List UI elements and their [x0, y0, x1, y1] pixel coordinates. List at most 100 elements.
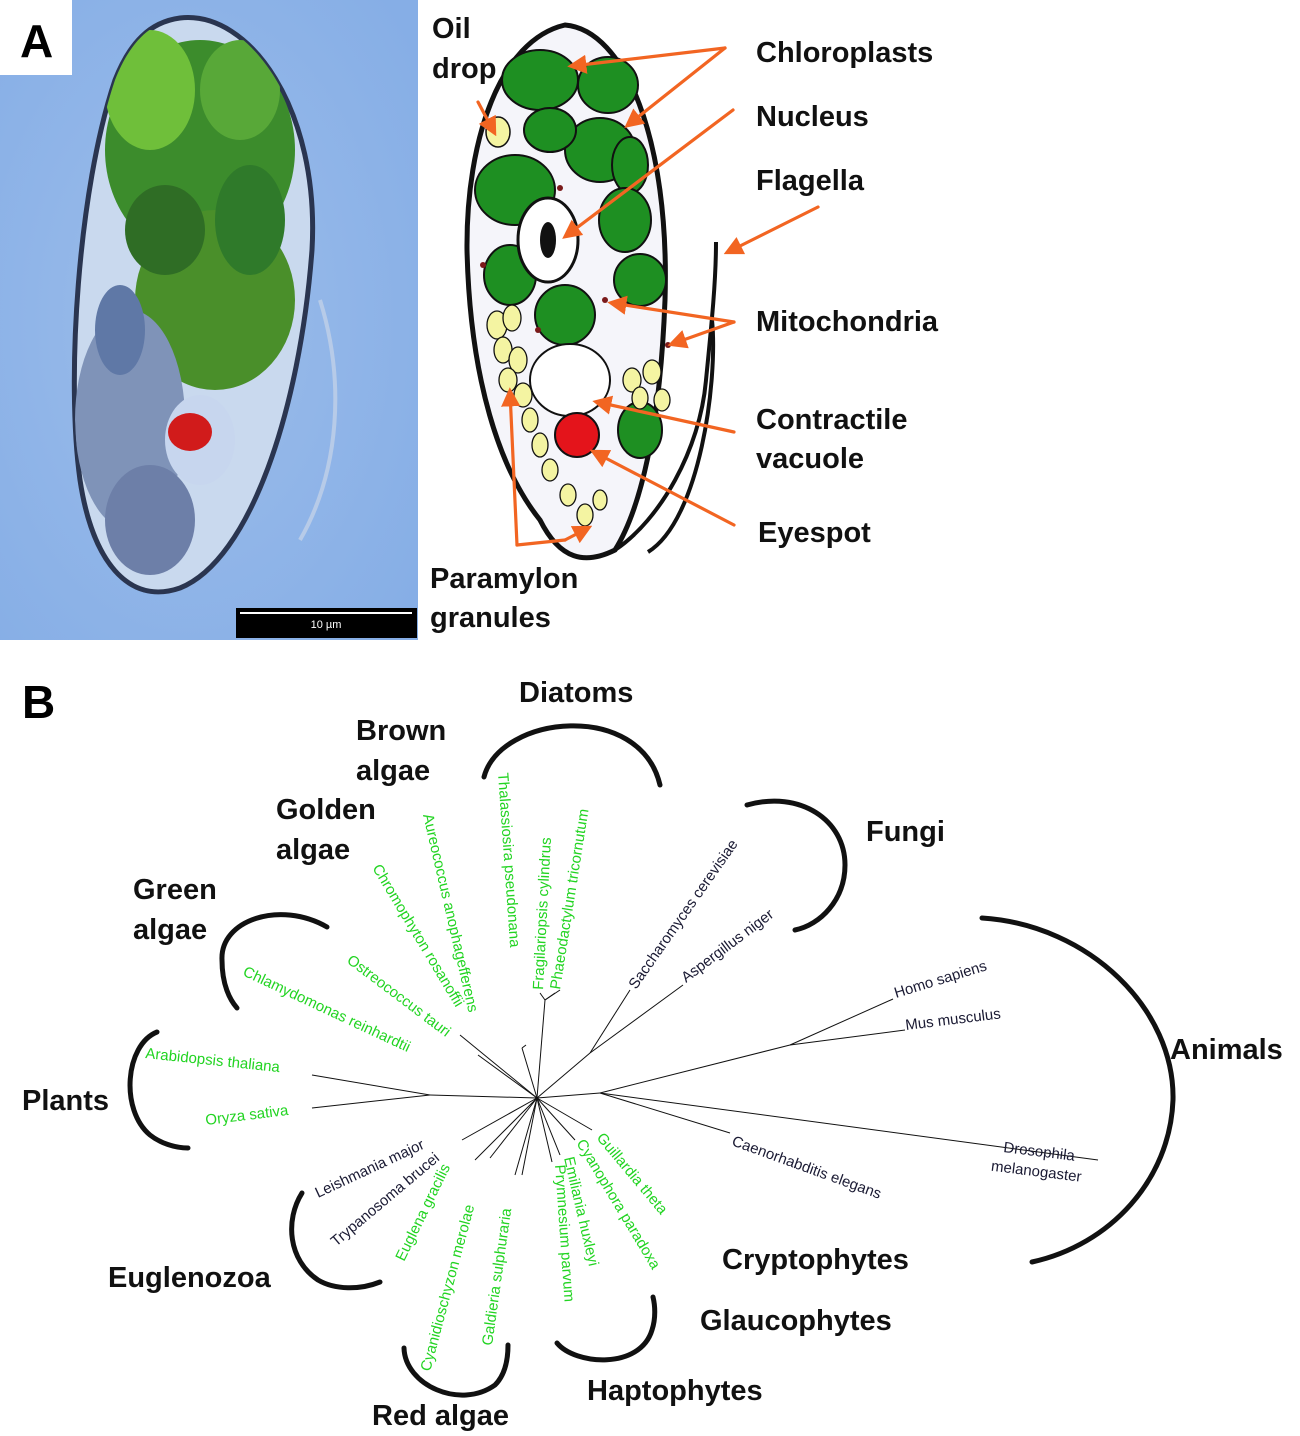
label-contractile-vacuole: Contractile vacuole [756, 404, 916, 475]
label-nucleus: Nucleus [756, 101, 869, 133]
branch-galdieria [521, 1097, 538, 1176]
species-caenorhabditis: Caenorhabditis elegans [730, 1133, 884, 1203]
branch-aspergillus [589, 984, 684, 1054]
group-glaucophytes: Glaucophytes [700, 1305, 892, 1337]
species-galdieria: Galdieria sulphuraria [479, 1206, 515, 1346]
branch-animals-stem [536, 1092, 601, 1099]
branch-mus [789, 1029, 906, 1046]
schematic-flagellum [613, 241, 718, 552]
bracket-plants [127, 1029, 191, 1151]
branch-thalassiosira [539, 992, 546, 1001]
bracket-green-algae [219, 912, 330, 1011]
group-euglenozoa: Euglenozoa [108, 1262, 272, 1294]
group-cryptophytes: Cryptophytes [722, 1244, 909, 1276]
flagellum-photo [298, 299, 338, 541]
arrow-contractile-vacuole [592, 395, 736, 434]
arrow-paramylon-1 [501, 387, 521, 547]
branch-plants-node [429, 1094, 538, 1099]
bracket-euglenozoa [289, 1190, 383, 1291]
branch-mammal-node [599, 1044, 791, 1094]
group-haptophytes: Haptophytes [587, 1375, 763, 1407]
panel-b-tree: B [22, 676, 1283, 1432]
scale-bar-label: 10 µm [311, 619, 342, 631]
arrow-oil-drop [476, 100, 497, 137]
species-phaeodactylum: Phaeodactylum tricornutum [547, 808, 592, 991]
panel-a-letter-box [0, 0, 72, 75]
branch-chlamydomonas [459, 1034, 538, 1099]
tree-branches [311, 984, 1099, 1176]
arrow-mitochondria-2 [667, 320, 736, 349]
branch-drosophila [599, 1092, 1099, 1161]
branch-ostreococcus [477, 1054, 538, 1099]
group-green-algae: Green algae [133, 874, 225, 946]
arrow-chloroplast-2 [624, 46, 727, 128]
branch-cyanidioschyzon [514, 1097, 538, 1176]
panel-b-letter: B [22, 676, 55, 728]
branch-phaeodactylum [544, 989, 561, 1001]
schematic-chloroplasts [474, 49, 667, 459]
euglena-schematic: Oil drop Chloroplasts Nucleus Flagella M… [430, 13, 939, 634]
arrow-paramylon-2 [563, 525, 593, 544]
bracket-haptophytes [554, 1294, 658, 1363]
cell-interior [75, 30, 295, 575]
branch-euglena [489, 1097, 538, 1159]
schematic-pellicle [646, 319, 716, 554]
panel-a-letter: A [20, 15, 53, 67]
schematic-contractile-vacuole [529, 343, 611, 417]
arrow-paramylon-join [515, 538, 567, 547]
bracket-animals [979, 915, 1176, 1265]
group-golden-algae: Golden algae [276, 794, 384, 866]
panel-a-micrograph: A 10 µm [0, 0, 418, 640]
species-thalassiosira: Thalassiosira pseudonana [494, 772, 523, 949]
scale-bar-line [240, 612, 412, 614]
species-homo: Homo sapiens [892, 958, 989, 1002]
label-flagella: Flagella [756, 165, 865, 197]
clade-brackets [127, 723, 1176, 1398]
species-cyanidioschyzon: Cyanidioschyzon merolae [417, 1203, 478, 1373]
arrow-flagella [723, 205, 820, 255]
species-aspergillus: Aspergillus niger [678, 906, 777, 986]
group-fungi: Fungi [866, 816, 945, 848]
schematic-eyespot [554, 412, 600, 458]
branch-arabidopsis [311, 1074, 431, 1096]
species-arabidopsis: Arabidopsis thaliana [145, 1045, 282, 1076]
branch-trunk-stramenopile [521, 1047, 538, 1099]
group-animals: Animals [1170, 1034, 1283, 1066]
schematic-nucleus [516, 196, 580, 284]
group-plants: Plants [22, 1085, 109, 1117]
arrow-mitochondria-1 [607, 295, 736, 324]
label-paramylon-granules: Paramylon granules [430, 563, 586, 634]
label-mitochondria: Mitochondria [756, 306, 939, 338]
branch-prymnesium [536, 1097, 553, 1163]
branch-cyanophora [536, 1097, 576, 1141]
branch-emiliania [536, 1097, 561, 1156]
eyespot-photo [168, 413, 212, 451]
branch-caenorhabditis [599, 1092, 731, 1134]
species-mus: Mus musculus [904, 1005, 1001, 1034]
schematic-paramylon [486, 304, 671, 527]
branch-oryza [311, 1094, 431, 1109]
annotation-arrows [476, 46, 820, 547]
branch-saccharomyces [589, 989, 631, 1054]
bracket-fungi [744, 798, 848, 933]
group-brown-algae: Brown algae [356, 715, 454, 787]
label-chloroplasts: Chloroplasts [756, 37, 933, 69]
euglena-cell-photo [71, 15, 338, 595]
bracket-diatoms [481, 723, 663, 788]
species-drosophila: Drosophila melanogaster [990, 1138, 1085, 1186]
branch-diatom-node [536, 999, 546, 1099]
arrow-chloroplast-1 [567, 46, 727, 74]
branch-fungi-node [536, 1052, 591, 1099]
branch-leishmania [461, 1097, 538, 1141]
group-diatoms: Diatoms [519, 677, 633, 709]
group-red-algae: Red algae [372, 1400, 509, 1432]
branch-guillardia [536, 1097, 593, 1131]
group-labels: Diatoms Brown algae Golden algae Green a… [22, 677, 1283, 1432]
branch-homo [789, 998, 894, 1046]
label-eyespot: Eyespot [758, 517, 871, 549]
branch-trypanosoma [474, 1097, 538, 1161]
arrow-eyespot [589, 449, 736, 527]
label-oil-drop: Oil drop [432, 13, 496, 85]
arrow-nucleus [562, 108, 735, 239]
